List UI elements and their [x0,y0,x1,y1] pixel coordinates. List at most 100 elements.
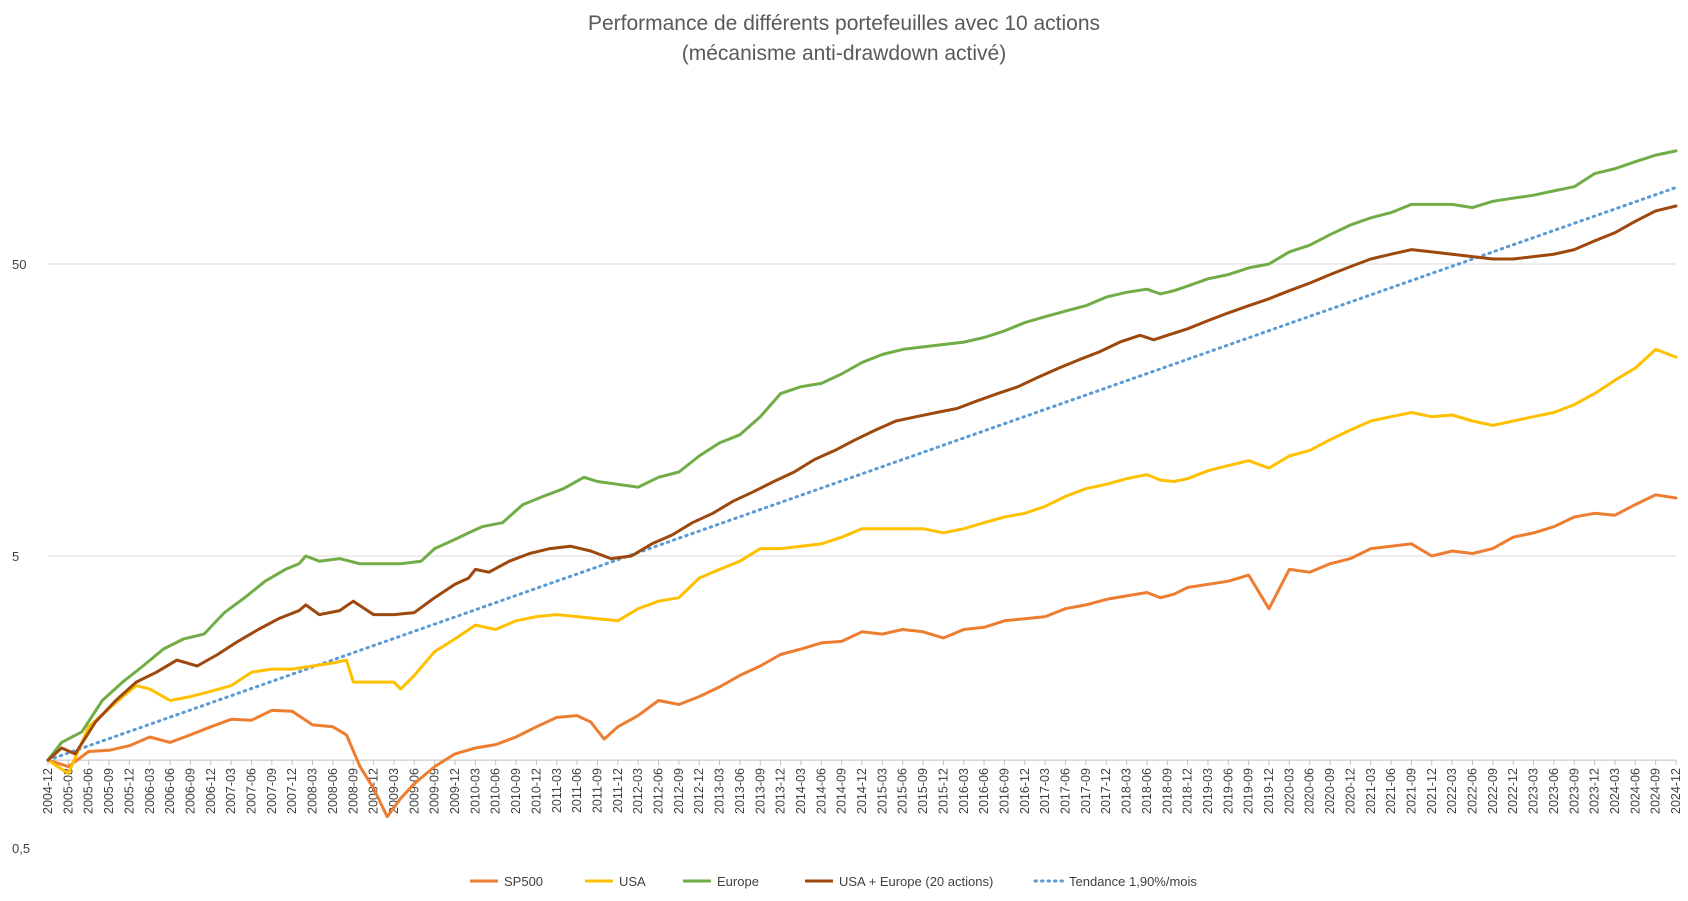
x-tick-label: 2009-12 [448,768,462,814]
x-tick-label: 2008-06 [326,768,340,814]
x-tick-label: 2016-09 [997,768,1011,814]
x-tick-label: 2019-06 [1221,768,1235,814]
x-tick-label: 2007-09 [265,768,279,814]
x-tick-label: 2015-09 [916,768,930,814]
x-tick-label: 2010-06 [489,768,503,814]
x-tick-label: 2018-09 [1160,768,1174,814]
chart-title: Performance de différents portefeuilles … [588,12,1100,35]
x-tick-label: 2005-12 [122,768,136,814]
x-tick-label: 2017-12 [1099,768,1113,814]
x-tick-label: 2019-03 [1201,768,1215,814]
x-tick-label: 2015-12 [936,768,950,814]
x-tick-label: 2020-12 [1343,768,1357,814]
x-tick-label: 2005-03 [61,768,75,814]
x-tick-label: 2016-06 [977,768,991,814]
legend-label: Tendance 1,90%/mois [1069,874,1197,889]
x-tick-label: 2004-12 [41,768,55,814]
x-tick-label: 2015-06 [896,768,910,814]
x-tick-label: 2018-06 [1140,768,1154,814]
x-tick-label: 2014-03 [794,768,808,814]
x-tick-label: 2020-03 [1282,768,1296,814]
x-tick-label: 2017-03 [1038,768,1052,814]
series-line-sp500 [46,493,1678,819]
x-tick-label: 2017-06 [1059,768,1073,814]
series-line-europe [46,149,1678,762]
x-tick-label: 2021-06 [1384,768,1398,814]
series-line-tendance-1-90-mois [46,186,1678,762]
x-tick-label: 2020-09 [1323,768,1337,814]
x-tick-label: 2007-03 [224,768,238,814]
x-tick-label: 2012-06 [652,768,666,814]
x-tick-label: 2013-09 [753,768,767,814]
x-tick-label: 2006-09 [183,768,197,814]
x-tick-label: 2008-03 [306,768,320,814]
x-tick-label: 2012-03 [631,768,645,814]
x-tick-label: 2020-06 [1303,768,1317,814]
x-tick-label: 2016-03 [957,768,971,814]
x-tick-label: 2015-03 [875,768,889,814]
x-tick-label: 2010-09 [509,768,523,814]
x-tick-label: 2018-12 [1181,768,1195,814]
x-tick-label: 2017-09 [1079,768,1093,814]
legend-label: SP500 [504,874,543,889]
chart-subtitle: (mécanisme anti-drawdown activé) [682,42,1006,65]
x-tick-label: 2023-09 [1567,768,1581,814]
x-tick-label: 2007-12 [285,768,299,814]
x-tick-label: 2021-03 [1364,768,1378,814]
x-tick-label: 2007-06 [245,768,259,814]
x-tick-label: 2012-12 [692,768,706,814]
x-tick-label: 2014-09 [835,768,849,814]
y-tick-label: 5 [12,549,19,564]
x-tick-label: 2013-06 [733,768,747,814]
x-tick-label: 2019-09 [1242,768,1256,814]
y-axis-labels: 0,5 5 50 [12,257,30,856]
series-lines [46,149,1678,819]
x-tick-label: 2011-12 [611,768,625,813]
x-tick-label: 2013-12 [774,768,788,814]
legend-label: Europe [717,874,759,889]
x-tick-label: 2023-12 [1588,768,1602,814]
x-tick-label: 2006-03 [143,768,157,814]
x-tick-label: 2022-06 [1466,768,1480,814]
x-tick-label: 2018-03 [1120,768,1134,814]
x-tick-label: 2014-12 [855,768,869,814]
y-tick-label: 0,5 [12,841,30,856]
x-tick-label: 2023-03 [1527,768,1541,814]
x-tick-label: 2012-09 [672,768,686,814]
x-tick-label: 2006-06 [163,768,177,814]
x-tick-label: 2021-12 [1425,768,1439,814]
x-tick-label: 2022-12 [1506,768,1520,814]
x-tick-label: 2011-03 [550,768,564,813]
x-tick-label: 2009-09 [428,768,442,814]
series-line-usa [46,347,1678,775]
x-tick-label: 2021-09 [1404,768,1418,814]
x-tick-label: 2023-06 [1547,768,1561,814]
x-axis [47,759,1677,766]
x-tick-label: 2024-06 [1628,768,1642,814]
x-tick-label: 2024-09 [1649,768,1663,814]
x-tick-label: 2022-03 [1445,768,1459,814]
series-line-usa-europe-20-actions [46,204,1678,762]
x-tick-label: 2005-09 [102,768,116,814]
legend-label: USA [619,874,646,889]
x-tick-label: 2011-06 [570,768,584,813]
x-tick-label: 2008-09 [346,768,360,814]
x-tick-label: 2011-09 [590,768,604,813]
x-tick-label: 2024-03 [1608,768,1622,814]
x-tick-label: 2016-12 [1018,768,1032,814]
x-tick-label: 2006-12 [204,768,218,814]
legend: SP500 USA Europe USA + Europe (20 actions) T… [470,874,1197,889]
legend-label: USA + Europe (20 actions) [839,874,993,889]
x-tick-label: 2005-06 [82,768,96,814]
x-tick-label: 2010-12 [529,768,543,814]
x-axis-labels: 2004-12 2005-03 2005-06 2005-09 2005-12 2006-… [41,768,1683,814]
x-tick-label: 2024-12 [1669,768,1683,814]
x-tick-label: 2019-12 [1262,768,1276,814]
x-tick-label: 2014-06 [814,768,828,814]
x-tick-label: 2022-09 [1486,768,1500,814]
y-tick-label: 50 [12,257,26,272]
x-tick-label: 2010-03 [468,768,482,814]
gridlines [48,263,1676,557]
x-tick-label: 2013-03 [713,768,727,814]
